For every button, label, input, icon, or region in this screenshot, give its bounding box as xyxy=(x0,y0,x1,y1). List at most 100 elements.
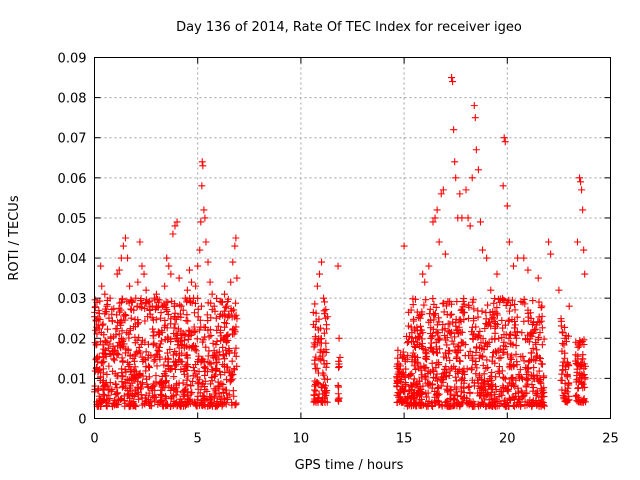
data-point xyxy=(539,399,547,407)
data-point xyxy=(232,323,240,331)
data-point xyxy=(161,321,169,329)
grid-lines xyxy=(94,57,611,419)
data-point xyxy=(581,270,589,278)
data-point xyxy=(181,294,189,302)
data-point xyxy=(156,353,164,361)
data-point xyxy=(402,380,410,388)
data-point xyxy=(558,386,566,394)
data-point xyxy=(164,298,172,306)
data-point xyxy=(146,310,154,318)
data-point xyxy=(156,340,164,348)
data-point xyxy=(182,352,190,360)
data-point xyxy=(449,78,457,86)
y-tick-label: 0.04 xyxy=(58,252,87,267)
data-point xyxy=(94,386,102,394)
data-point xyxy=(427,339,435,347)
data-point xyxy=(165,382,173,390)
data-point xyxy=(504,402,512,410)
data-point xyxy=(526,330,534,338)
data-point xyxy=(182,401,190,409)
data-point xyxy=(204,402,212,410)
data-point xyxy=(144,340,152,348)
data-point xyxy=(183,286,191,294)
data-point xyxy=(538,324,546,332)
data-point xyxy=(465,382,473,390)
data-point xyxy=(577,359,585,367)
data-point xyxy=(175,356,183,364)
data-point xyxy=(491,295,499,303)
data-point xyxy=(424,402,432,410)
data-point xyxy=(469,296,477,304)
data-point xyxy=(105,314,113,322)
data-point xyxy=(491,347,499,355)
data-point xyxy=(574,352,582,360)
data-point xyxy=(115,266,123,274)
data-point xyxy=(466,347,474,355)
data-point xyxy=(563,372,571,380)
data-point xyxy=(564,397,572,405)
data-point xyxy=(181,330,189,338)
data-point xyxy=(311,300,319,308)
data-point xyxy=(408,358,416,366)
data-point xyxy=(408,370,416,378)
data-point xyxy=(228,357,236,365)
data-point xyxy=(219,361,227,369)
data-point xyxy=(538,312,546,320)
data-point xyxy=(576,337,584,345)
data-point xyxy=(212,314,220,322)
data-point xyxy=(179,392,187,400)
data-point xyxy=(213,294,221,302)
data-point xyxy=(572,338,580,346)
data-point xyxy=(509,374,517,382)
data-point xyxy=(116,342,124,350)
data-point xyxy=(167,338,175,346)
data-point xyxy=(131,402,139,410)
data-point xyxy=(184,372,192,380)
data-point xyxy=(458,339,466,347)
y-axis-label: ROTI / TECUs xyxy=(7,195,22,280)
data-point xyxy=(157,314,165,322)
data-point xyxy=(102,337,110,345)
data-point xyxy=(482,365,490,373)
data-point xyxy=(538,341,546,349)
data-point xyxy=(121,311,129,319)
data-point xyxy=(562,332,570,340)
data-point xyxy=(519,298,527,306)
data-point xyxy=(399,384,407,392)
data-point xyxy=(152,290,160,298)
data-point xyxy=(98,282,106,290)
data-point xyxy=(533,346,541,354)
data-point xyxy=(435,238,443,246)
data-point xyxy=(189,377,197,385)
data-point xyxy=(131,363,139,371)
data-point xyxy=(154,400,162,408)
data-point xyxy=(199,355,207,363)
data-point xyxy=(432,303,440,311)
data-point xyxy=(433,359,441,367)
data-point xyxy=(489,353,497,361)
data-point xyxy=(404,394,412,402)
data-point xyxy=(526,396,534,404)
data-point xyxy=(435,314,443,322)
data-point xyxy=(463,365,471,373)
data-point xyxy=(563,388,571,396)
y-tick-label: 0.09 xyxy=(58,52,87,67)
data-point xyxy=(481,385,489,393)
data-point xyxy=(207,380,215,388)
data-point xyxy=(197,302,205,310)
data-point xyxy=(479,399,487,407)
data-point xyxy=(316,348,324,356)
data-point xyxy=(213,337,221,345)
data-point xyxy=(102,402,110,410)
data-point xyxy=(192,401,200,409)
data-point xyxy=(509,381,517,389)
data-point xyxy=(433,349,441,357)
data-point xyxy=(475,344,483,352)
data-point xyxy=(135,371,143,379)
data-point xyxy=(434,391,442,399)
data-point xyxy=(397,398,405,406)
data-point xyxy=(140,399,148,407)
data-point xyxy=(413,308,421,316)
data-point xyxy=(311,382,319,390)
data-point xyxy=(466,222,474,230)
